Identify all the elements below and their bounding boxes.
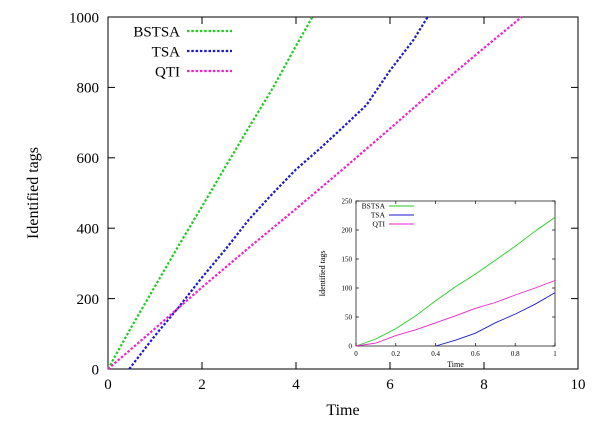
series-line-qti <box>355 280 556 347</box>
legend-label: BSTSA <box>133 24 180 40</box>
x-tick-label: 10 <box>571 377 586 393</box>
x-tick-label: 1 <box>553 350 557 358</box>
y-tick-label: 150 <box>342 255 353 263</box>
y-tick-label: 200 <box>342 226 353 234</box>
y-tick-label: 800 <box>77 81 100 97</box>
x-tick-label: 8 <box>480 377 488 393</box>
plot-frame <box>355 200 556 347</box>
y-tick-label: 250 <box>342 197 353 205</box>
legend-label: BSTSA <box>362 202 386 211</box>
x-tick-label: 0.6 <box>471 350 480 358</box>
y-tick-label: 200 <box>77 292 100 308</box>
legend-label: TSA <box>371 211 386 220</box>
x-tick-label: 0.4 <box>431 350 440 358</box>
y-tick-label: 400 <box>77 221 100 237</box>
series-line-bstsa <box>107 16 314 370</box>
legend-label: QTI <box>373 220 386 229</box>
y-tick-label: 100 <box>342 284 353 292</box>
y-axis-label: Identified tags <box>25 147 42 239</box>
y-tick-label: 600 <box>77 151 100 167</box>
x-tick-label: 4 <box>292 377 300 393</box>
series-line-bstsa <box>355 216 556 347</box>
x-tick-label: 0.8 <box>511 350 520 358</box>
legend-label: QTI <box>155 64 180 80</box>
y-tick-label: 0 <box>92 362 100 378</box>
y-axis-label: Identified tags <box>318 251 327 297</box>
legend-label: TSA <box>152 44 181 60</box>
y-tick-label: 0 <box>349 342 353 350</box>
series-line-tsa <box>435 292 556 347</box>
x-tick-label: 2 <box>198 377 206 393</box>
x-tick-label: 0 <box>104 377 112 393</box>
x-tick-label: 0 <box>354 350 358 358</box>
x-tick-label: 6 <box>386 377 394 393</box>
y-tick-label: 1000 <box>69 10 99 26</box>
inset-chart: 0 0.2 0.4 0.6 0.8 1 0 50 100 150 200 250 Time Identif… <box>318 197 557 369</box>
x-tick-label: 0.2 <box>391 350 400 358</box>
x-axis-label: Time <box>326 402 359 419</box>
y-tick-label: 50 <box>345 313 353 321</box>
x-axis-label: Time <box>447 360 464 369</box>
